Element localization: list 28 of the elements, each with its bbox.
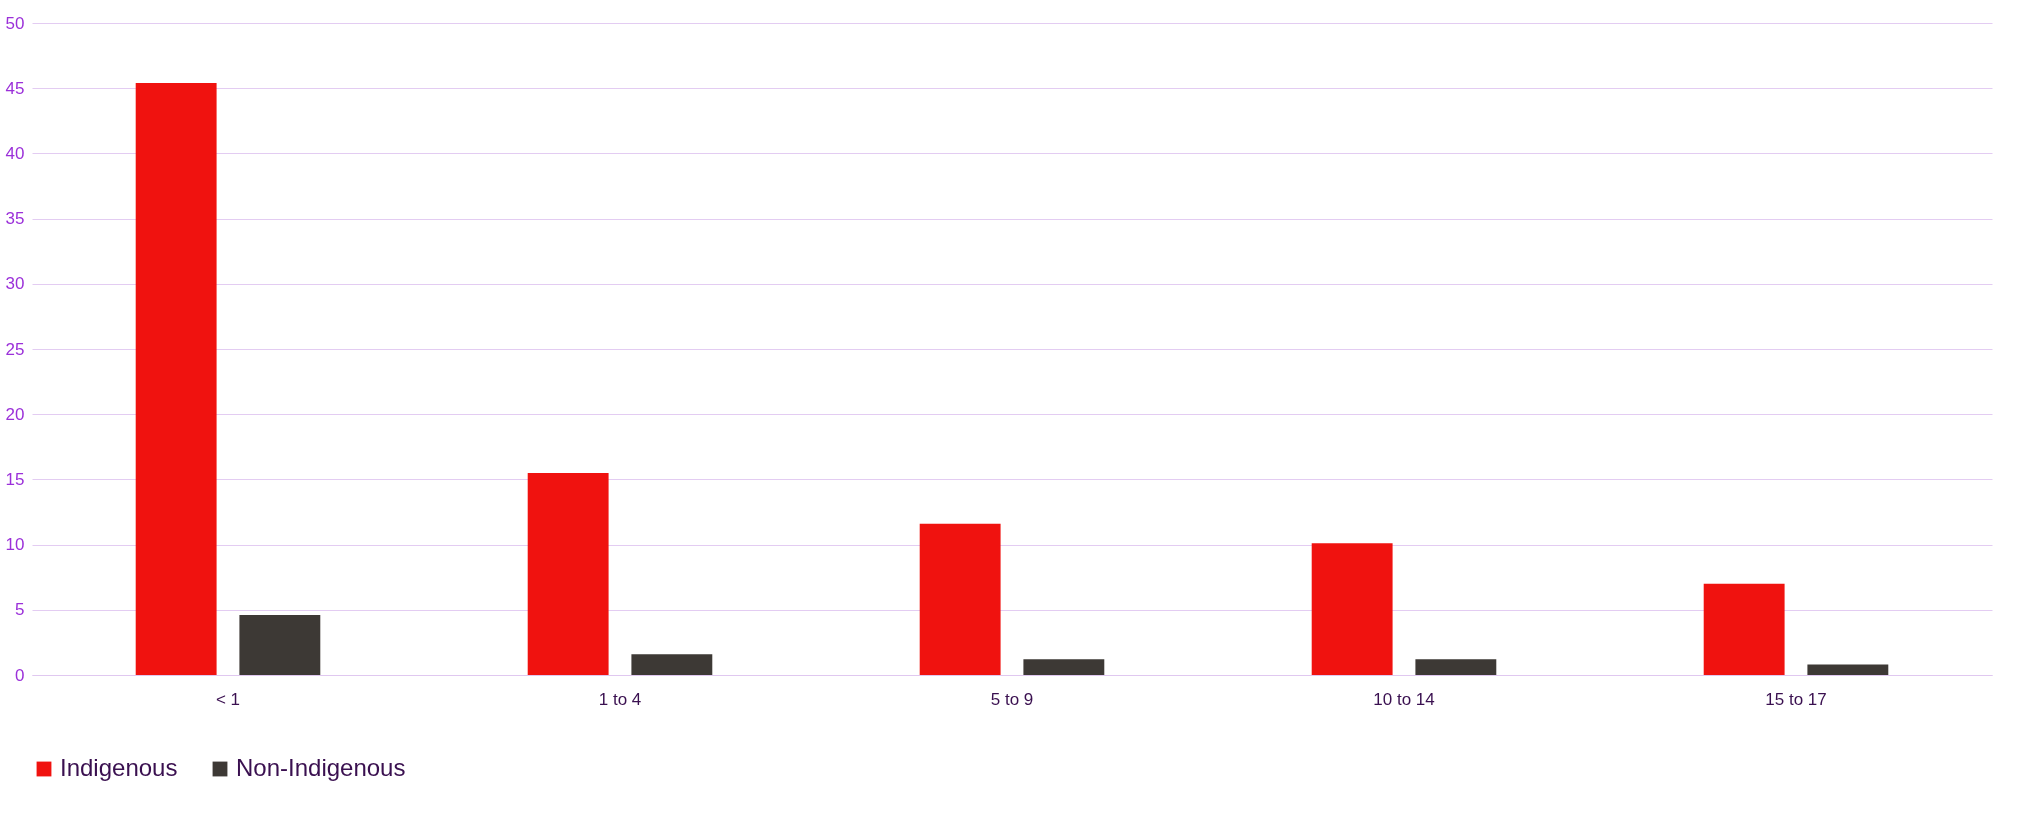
- x-tick-label: 1 to 4: [598, 689, 642, 709]
- bar: [239, 615, 321, 675]
- y-tick-label: 25: [5, 339, 25, 359]
- y-tick-label: 10: [5, 535, 25, 555]
- bar: [1311, 543, 1393, 675]
- bar: [1415, 659, 1497, 675]
- bar: [1703, 583, 1785, 675]
- y-tick-label: 30: [5, 274, 25, 294]
- y-tick-label: 45: [5, 78, 25, 98]
- y-tick-label: 50: [5, 13, 25, 33]
- y-tick-label: 15: [5, 469, 25, 489]
- y-tick-label: 5: [15, 600, 25, 620]
- bar: [1807, 664, 1889, 675]
- x-tick-label: 5 to 9: [990, 689, 1034, 709]
- x-tick-label: < 1: [215, 689, 241, 709]
- y-tick-label: 35: [5, 209, 25, 229]
- legend-label: Non-Indigenous: [236, 754, 406, 781]
- bar: [527, 472, 609, 675]
- bar: [1023, 659, 1105, 675]
- y-tick-label: 40: [5, 143, 25, 163]
- y-tick-label: 0: [15, 665, 25, 685]
- bar: [135, 82, 217, 675]
- bar: [631, 654, 713, 675]
- x-tick-label: 15 to 17: [1765, 689, 1827, 709]
- legend-label: Indigenous: [60, 754, 178, 781]
- x-tick-label: 10 to 14: [1373, 689, 1435, 709]
- y-tick-label: 20: [5, 404, 25, 424]
- bar: [919, 523, 1001, 675]
